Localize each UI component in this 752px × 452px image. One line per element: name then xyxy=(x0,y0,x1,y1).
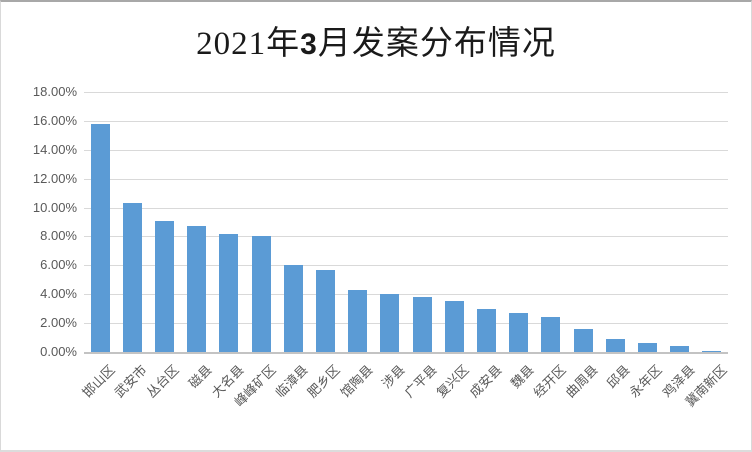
bar xyxy=(91,124,110,352)
x-axis-label: 武安市 xyxy=(111,362,150,401)
y-axis-label: 12.00% xyxy=(32,171,77,186)
bar xyxy=(445,301,464,352)
bar xyxy=(670,346,689,352)
y-axis-label: 6.00% xyxy=(40,257,77,272)
x-axis-label: 临漳县 xyxy=(272,362,311,401)
bar xyxy=(284,265,303,352)
bar xyxy=(477,309,496,352)
bar xyxy=(606,339,625,352)
bar xyxy=(155,221,174,352)
y-axis-label: 16.00% xyxy=(32,113,77,128)
bar xyxy=(219,234,238,352)
x-axis-label: 肥乡区 xyxy=(304,362,343,401)
bar xyxy=(574,329,593,352)
bar xyxy=(252,236,271,352)
x-axis-label: 丛台区 xyxy=(143,362,182,401)
y-axis-label: 8.00% xyxy=(40,228,77,243)
x-axis-label: 广平县 xyxy=(401,362,440,401)
x-axis-label: 曲周县 xyxy=(562,362,601,401)
bar xyxy=(541,317,560,352)
bar xyxy=(380,294,399,352)
x-axis-label: 成安县 xyxy=(466,362,505,401)
y-axis-label: 10.00% xyxy=(32,200,77,215)
bar xyxy=(348,290,367,352)
bar xyxy=(413,297,432,352)
chart-title-suffix: 月发案分布情况 xyxy=(317,26,556,62)
bar xyxy=(187,226,206,352)
chart-title-month-number: 3 xyxy=(300,28,318,61)
y-axis-label: 18.00% xyxy=(32,84,77,99)
gridline xyxy=(84,121,728,122)
y-axis-label: 14.00% xyxy=(32,142,77,157)
bar xyxy=(509,313,528,352)
bar xyxy=(316,270,335,352)
x-axis-label: 复兴区 xyxy=(433,362,472,401)
gridline xyxy=(84,208,728,209)
chart-title: 2021年3月发案分布情况 xyxy=(1,16,751,64)
gridline xyxy=(84,150,728,151)
x-axis-label: 永年区 xyxy=(626,362,665,401)
x-axis-label: 邯山区 xyxy=(79,362,118,401)
gridline xyxy=(84,323,728,324)
x-axis-line xyxy=(84,352,728,354)
chart-title-prefix: 2021年 xyxy=(196,26,301,62)
bar xyxy=(638,343,657,352)
y-axis-label: 4.00% xyxy=(40,286,77,301)
bar xyxy=(123,203,142,352)
gridline xyxy=(84,92,728,93)
y-axis-label: 0.00% xyxy=(40,344,77,359)
gridline xyxy=(84,179,728,180)
gridline xyxy=(84,294,728,295)
gridline xyxy=(84,236,728,237)
y-axis-label: 2.00% xyxy=(40,315,77,330)
gridline xyxy=(84,265,728,266)
x-axis-label: 馆陶县 xyxy=(337,362,376,401)
bar xyxy=(702,351,721,352)
x-axis-label: 经开区 xyxy=(530,362,569,401)
